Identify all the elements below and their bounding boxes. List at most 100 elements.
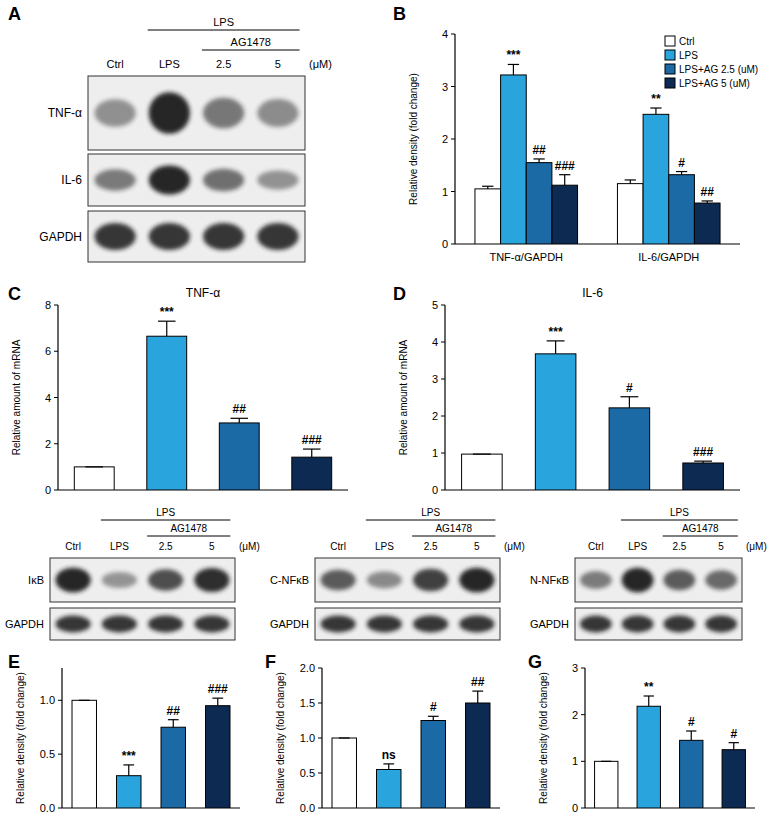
blot-membrane [575,558,742,602]
error-bar [625,180,636,184]
lane-label: 2.5 [672,541,686,552]
error-bar [547,341,565,354]
y-tick [318,668,322,669]
marks [332,691,490,808]
y-tick [58,700,62,701]
y-tick-label: 3 [432,373,438,385]
error-cap [339,737,350,738]
significance-label: # [688,715,695,729]
error-bar [644,696,654,706]
bar [117,776,141,808]
group-label: LPS [421,507,440,518]
y-tick-label: 2 [45,438,51,450]
error-bar [85,466,103,467]
y-tick [451,191,455,192]
error-cap [702,200,713,201]
error-cap [79,700,90,701]
blot-membrane [50,608,235,640]
y-tick-label: 1 [442,186,448,198]
y-tick [581,668,585,669]
chart: ERelative density (fold change)0.00.51.0… [8,652,240,814]
y-tick [318,738,322,739]
blot-band [102,572,137,588]
bar [617,184,643,244]
panel-label: B [393,4,406,24]
group-line [101,520,231,521]
blot-band [148,569,183,591]
error-cap [383,763,394,764]
blot-membrane [88,76,305,150]
error-cap [533,158,544,159]
significance-label: ### [555,159,575,173]
lane-label: Ctrl [588,541,604,552]
error-stem [128,765,129,776]
blot-membrane [315,608,500,640]
error-bar [650,108,661,114]
significance-label: # [430,700,437,714]
group-line [148,30,300,31]
blot-band [257,170,298,189]
bar [219,423,259,490]
significance-label: ## [233,402,247,416]
blot: LPSAG1478CtrlLPS2.55(μM)IκBGAPDH [5,507,260,640]
lane-label: LPS [110,541,129,552]
bar [680,740,703,808]
bar [147,336,187,490]
error-cap [230,418,248,419]
blot: ALPSAG1478CtrlLPS2.55(μM)TNF-αIL-6GAPDH [8,4,332,262]
error-bar [79,700,90,701]
lane-label: 5 [718,541,724,552]
y-tick-label: 1.0 [300,732,315,744]
legend-label: LPS+AG 5 (uM) [679,78,750,89]
bar [552,185,578,244]
row-label: GAPDH [270,618,309,630]
significance-label: *** [506,48,520,62]
blot-band [257,99,298,127]
y-axis-label: Relative density (fold change) [408,73,419,205]
group-line [147,536,230,537]
y-tick [451,244,455,245]
blot-membrane [575,608,742,640]
blot-band [149,92,190,133]
x-tick-label: IL-6/GAPDH [638,251,699,263]
lane-label: LPS [159,58,180,70]
blot-band [194,568,229,592]
error-stem [629,397,630,408]
bar [535,354,576,490]
error-cap [601,761,611,762]
significance-label: ### [693,445,713,459]
bar [643,114,669,244]
bar [609,408,650,490]
unit-label: (μM) [309,58,332,70]
y-tick [318,703,322,704]
lane-label: LPS [628,541,647,552]
group-label: AG1478 [435,523,472,534]
error-cap [428,716,439,717]
blot-band [580,615,612,632]
panel-label: G [528,652,542,672]
blot-band [148,615,183,632]
y-tick-label: 0 [45,484,51,496]
figure: BRelative density (fold change)01234TNF-… [0,0,780,840]
lane-label: LPS [375,541,394,552]
bar [475,189,501,244]
error-stem [311,449,312,457]
error-stem [239,418,240,423]
legend-swatch [665,78,675,88]
chart: DIL-6Relative amount of mRNA012345***###… [393,284,740,496]
y-tick-label: 1 [432,447,438,459]
bar [669,175,695,244]
chart: FRelative density (fold change)0.00.51.0… [265,652,500,814]
y-tick-label: 2 [432,410,438,422]
error-bar [676,172,687,175]
significance-label: ## [167,704,181,718]
significance-label: ns [382,748,396,762]
error-bar [212,698,223,706]
error-stem [173,720,174,728]
error-cap [303,448,321,449]
y-tick [581,808,585,809]
y-axis-label: Relative density (fold change) [15,672,26,804]
legend: CtrlLPSLPS+AG 2.5 (uM)LPS+AG 5 (uM) [665,36,758,89]
significance-label: # [626,381,633,395]
blot-band [149,165,190,194]
